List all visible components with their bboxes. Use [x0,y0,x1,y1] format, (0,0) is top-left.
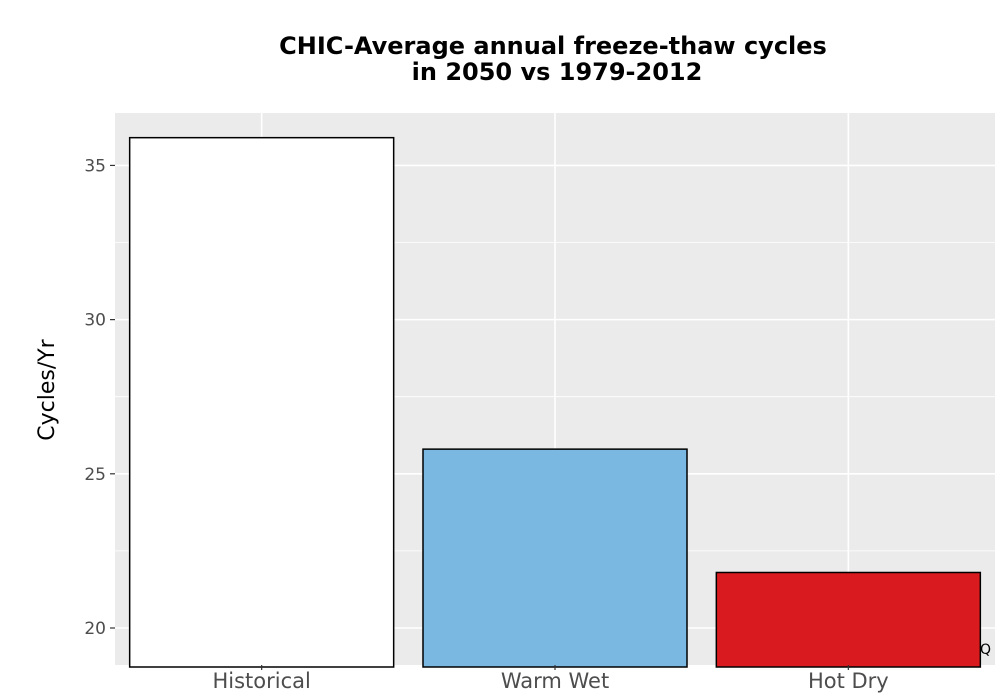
y-tick-label-35: 35 [84,156,106,176]
bar-historical [128,136,395,668]
bar-warm-wet [422,448,688,668]
corner-note: Q [980,642,991,658]
chart-title-line-1: CHIC-Average annual freeze-thaw cycles [279,32,827,60]
y-tick-label-30: 30 [84,311,106,331]
chart-title-line-2: in 2050 vs 1979-2012 [412,58,703,86]
x-tick-label-historical: Historical [212,669,310,693]
y-axis-label: Cycles/Yr [35,338,60,440]
x-tick-label-hot-dry: Hot Dry [808,669,889,693]
bar-hot-dry [715,571,982,668]
x-tick-label-warm-wet: Warm Wet [501,669,609,693]
x-axis: Historical Warm Wet Hot Dry [212,665,889,693]
bars [128,136,982,668]
y-axis: 20 25 30 35 [84,156,115,639]
y-tick-label-20: 20 [84,619,106,639]
y-tick-label-25: 25 [84,465,106,485]
